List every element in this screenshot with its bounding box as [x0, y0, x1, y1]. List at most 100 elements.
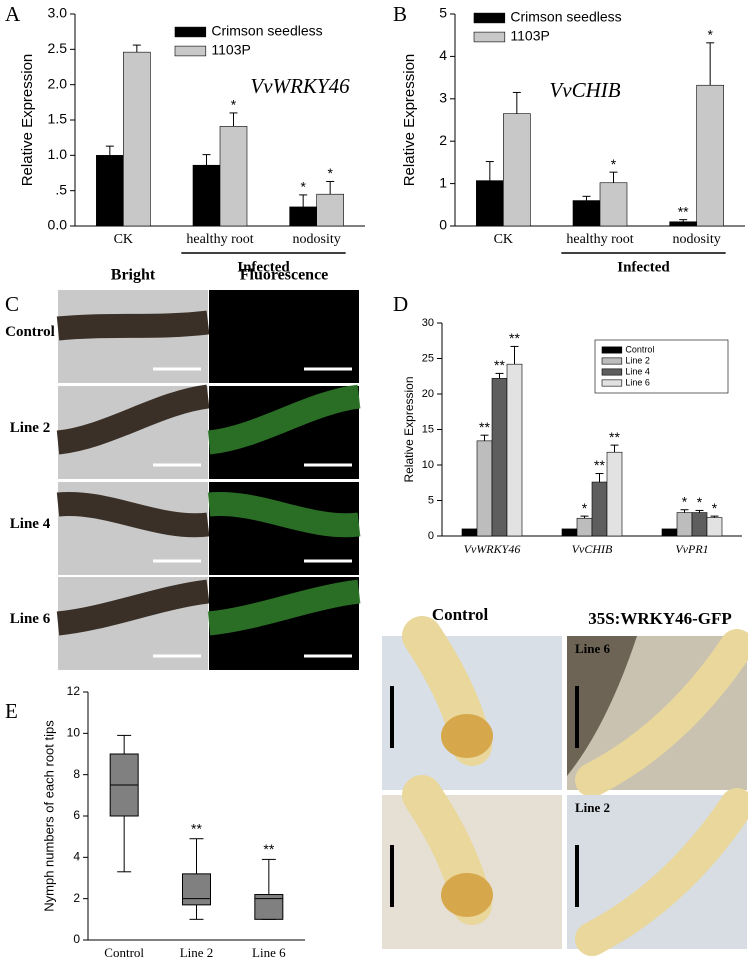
y-tick-label: 2.5 — [48, 40, 68, 56]
root-shadow — [567, 636, 637, 776]
x-tick-label: nodosity — [673, 232, 721, 247]
panel-letter: B — [393, 2, 407, 26]
bar — [669, 221, 697, 227]
panel-letter: C — [5, 292, 19, 316]
bar — [591, 481, 608, 537]
y-tick-label: 0 — [428, 530, 434, 542]
y-tick-label: 25 — [422, 352, 434, 364]
bar — [599, 182, 628, 227]
y-tick-label: 2 — [73, 891, 80, 905]
chart-title: VvWRKY46 — [250, 74, 350, 98]
y-tick-label: 4 — [73, 850, 80, 864]
y-tick-label: 3 — [439, 90, 447, 106]
legend-swatch — [601, 346, 623, 354]
bar — [476, 180, 504, 227]
root — [56, 310, 210, 341]
bar — [676, 512, 693, 537]
legend-label: Line 2 — [625, 355, 650, 365]
group-label: Infected — [617, 259, 670, 275]
legend-swatch — [601, 379, 623, 387]
root — [56, 491, 210, 538]
significance: * — [327, 165, 333, 181]
y-tick-label: 2 — [439, 132, 447, 148]
x-tick-label: nodosity — [293, 232, 341, 247]
panel-letter: D — [393, 292, 408, 316]
significance: ** — [509, 330, 520, 346]
y-tick-label: 4 — [439, 47, 447, 63]
photo-label: Line 6 — [575, 641, 611, 656]
bar — [691, 512, 708, 537]
significance: * — [300, 179, 306, 195]
bar — [661, 528, 678, 537]
bar — [696, 84, 724, 227]
row-label: Line 4 — [10, 516, 51, 532]
column-header: 35S:WRKY46-GFP — [588, 609, 732, 628]
panel-letter: E — [5, 699, 18, 723]
significance: ** — [263, 841, 274, 857]
x-tick-label: VvPR1 — [675, 542, 708, 556]
legend-swatch — [473, 31, 506, 43]
significance: ** — [594, 457, 605, 473]
legend-label: 1103P — [510, 28, 549, 44]
x-tick-label: VvWRKY46 — [464, 542, 521, 556]
y-tick-label: 1.5 — [48, 111, 68, 127]
root-fluorescence — [207, 384, 361, 455]
y-axis-label: Relative Expression — [401, 54, 418, 187]
significance: * — [707, 27, 713, 43]
y-tick-label: 30 — [422, 317, 434, 329]
y-axis-label: Relative Expression — [19, 54, 36, 187]
y-tick-label: 6 — [73, 808, 80, 822]
bar — [123, 51, 151, 227]
y-tick-label: 0.0 — [48, 217, 68, 233]
root — [575, 629, 748, 797]
legend-swatch — [174, 45, 207, 57]
y-tick-label: 12 — [67, 684, 81, 698]
y-tick-label: 0 — [73, 932, 80, 946]
row-label: Line 6 — [10, 611, 51, 627]
significance: * — [712, 500, 718, 516]
bar — [561, 528, 578, 537]
column-header: Fluorescence — [240, 267, 329, 284]
legend-swatch — [473, 12, 506, 24]
row-label: Control — [5, 324, 55, 340]
legend-swatch — [174, 26, 207, 38]
bar — [219, 126, 248, 227]
significance: ** — [494, 357, 505, 373]
root-fluorescence — [207, 491, 361, 538]
chart-title: VvCHIB — [549, 78, 620, 102]
legend-label: Control — [625, 344, 654, 354]
bar — [572, 200, 601, 227]
significance: ** — [191, 820, 202, 836]
x-tick-label: Control — [104, 945, 144, 960]
legend-label: Line 4 — [625, 366, 650, 376]
significance: ** — [479, 419, 490, 435]
significance: * — [582, 500, 588, 516]
row-label: Line 2 — [10, 420, 50, 436]
column-header: Bright — [111, 267, 156, 284]
root-fluorescence — [207, 579, 361, 636]
bar — [506, 363, 523, 537]
y-tick-label: 1.0 — [48, 146, 68, 162]
legend-swatch — [601, 368, 623, 376]
y-tick-label: .5 — [55, 181, 67, 197]
bar — [606, 451, 623, 537]
bar — [706, 517, 723, 537]
legend-swatch — [601, 357, 623, 365]
bar — [491, 378, 508, 537]
bar — [576, 517, 593, 537]
bar — [192, 164, 221, 227]
y-tick-label: 20 — [422, 388, 434, 400]
x-tick-label: VvCHIB — [572, 542, 613, 556]
significance: * — [697, 494, 703, 510]
significance: ** — [609, 429, 620, 445]
y-axis-label: Nymph numbers of each root tips — [41, 720, 56, 912]
root — [575, 788, 748, 956]
bar — [461, 528, 478, 537]
y-tick-label: 5 — [439, 5, 447, 21]
x-tick-label: CK — [114, 232, 133, 247]
bar — [96, 155, 124, 227]
bar — [316, 193, 344, 227]
y-tick-label: 0 — [439, 217, 447, 233]
x-tick-label: CK — [494, 232, 513, 247]
